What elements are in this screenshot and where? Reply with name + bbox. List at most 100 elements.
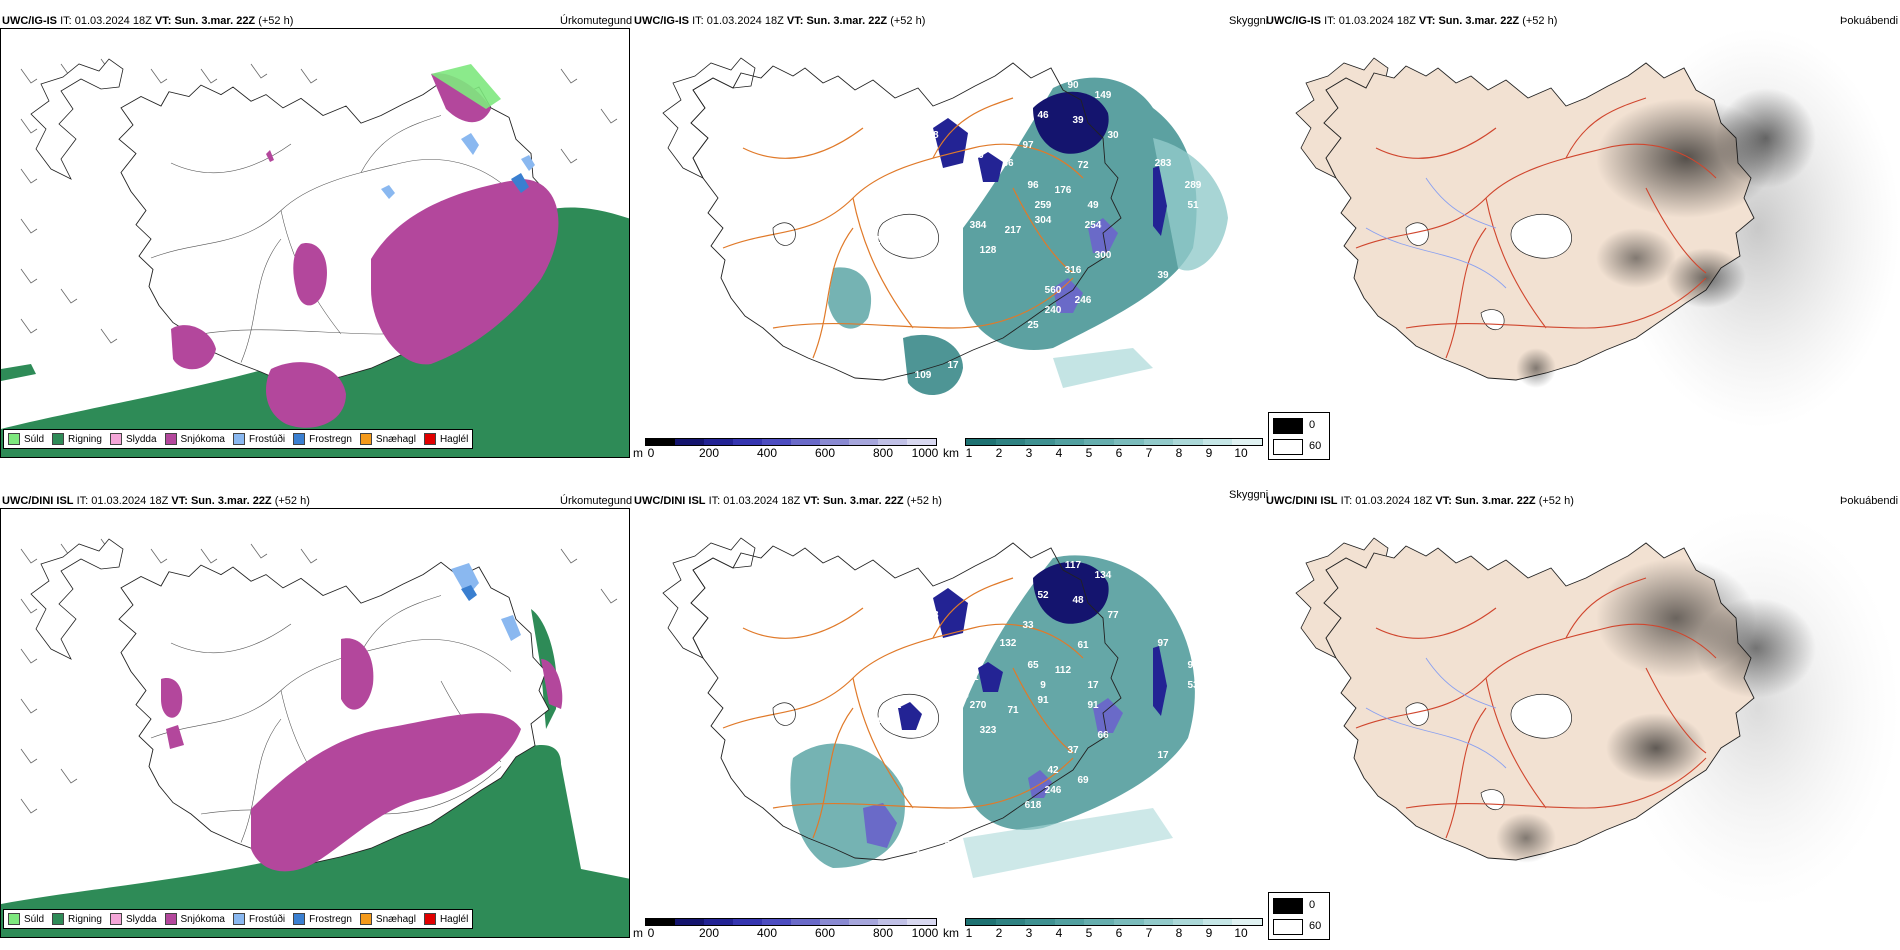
fog-scale-swatch [1273,919,1303,935]
fog-scale: 0 60 [1268,412,1330,460]
legend-swatch [8,913,20,925]
legend-label: Rigning [68,433,102,445]
visibility-value-label: 53 [1187,680,1199,691]
visibility-value-label: 96 [1027,180,1039,191]
scale-step [966,439,996,445]
scale-tick: 800 [872,446,894,460]
legend-label: Haglél [439,913,469,925]
scale-step [1054,439,1085,445]
legend-label: Snæhagl [375,913,416,925]
visibility-value-label: 49 [1087,200,1099,211]
scale-tick: 2 [995,446,1003,460]
visibility-value-label: 69 [1077,775,1089,786]
panel-header: UWC/DINI ISL IT: 01.03.2024 18Z VT: Sun.… [634,494,942,508]
legend-swatch [8,433,20,445]
precip-legend: Súld Rigning Slydda Snjókoma Frostúði Fr… [3,429,474,449]
legend-label: Súld [24,433,45,445]
visibility-value-label: 217 [1005,225,1022,236]
visibility-panel: UWC/DINI ISL IT: 01.03.2024 18Z VT: Sun.… [633,489,1323,940]
scale-step [995,919,1026,925]
visibility-value-label: 112 [875,235,892,246]
legend-label: Frostregn [309,433,352,445]
visibility-value-label: 254 [1085,220,1102,231]
legend-item: Rigning [52,433,102,445]
visibility-value-label: 240 [1045,305,1062,316]
lead-time: (+52 h) [258,15,294,27]
scale-step [1143,919,1174,925]
it-value: 01.03.2024 18Z [1355,495,1433,507]
visibility-value-label: 37 [1067,745,1079,756]
it-label: IT: [60,15,72,27]
model-name: UWC/IG-IS [1266,15,1321,27]
scale-step [791,439,820,445]
scale-tick: 5 [1085,446,1093,460]
precip-type-map: Súld Rigning Slydda Snjókoma Frostúði Fr… [0,28,630,458]
visibility-panel: UWC/IG-IS IT: 01.03.2024 18Z VT: Sun. 3.… [633,14,1323,460]
visibility-value-label: 108 [955,210,972,221]
scale-tick: 6 [1115,446,1123,460]
visibility-value-label: 228 [855,870,872,881]
visibility-value-label: 68 [927,130,939,141]
scale-tick: 0 [647,926,655,940]
scale-step [878,919,907,925]
it-label: IT: [76,495,89,507]
legend-label: Slydda [125,913,157,925]
visibility-value-label: 42 [1047,765,1059,776]
scale-step [1025,919,1055,925]
model-name: UWC/IG-IS [634,15,689,27]
visibility-value-label: 9 [1040,680,1046,691]
lead-time: (+52 h) [1538,495,1574,507]
scale-ticks-m: 0 200 400 600 800 1000 [633,926,943,940]
visibility-value-label: 52 [1037,590,1049,601]
fog-scale-label: 0 [1309,899,1316,911]
legend-label: Slydda [125,433,157,445]
model-name: UWC/DINI ISL [1266,495,1338,507]
visibility-value-label: 17 [947,360,959,371]
it-label: IT: [692,15,704,27]
visibility-value-label: 445 [915,850,932,861]
visibility-labels: 90 149 46 39 97 68 30 56 66 72 283 49 76 96 176 289 89 25… [875,80,1202,381]
fog-scale-swatch [1273,898,1303,914]
model-name: UWC/IG-IS [2,15,57,27]
precip-type-panel: UWC/IG-IS IT: 01.03.2024 18Z VT: Sun. 3.… [0,14,632,458]
visibility-scale-km: km 1 2 3 4 5 6 7 8 9 10 [943,436,1263,460]
precip-type-panel: UWC/DINI ISL IT: 01.03.2024 18Z VT: Sun.… [0,494,632,938]
scale-tick: 7 [1145,926,1153,940]
scale-tick: 2 [995,926,1003,940]
legend-label: Haglél [439,433,469,445]
visibility-value-label: 71 [1007,705,1019,716]
model-name: UWC/DINI ISL [2,495,74,507]
visibility-value-label: 48 [1072,595,1084,606]
scale-tick: 400 [756,446,778,460]
scale-bar-km [965,438,1263,446]
scale-step [849,919,878,925]
legend-item: Snæhagl [359,433,416,445]
visibility-value-label: 30 [1107,130,1119,141]
scale-tick: 9 [1205,446,1213,460]
scale-step [1143,439,1174,445]
visibility-map: 90 149 46 39 97 68 30 56 66 72 283 49 76 96 176 289 89 25… [662,57,1228,395]
lead-time: (+52 h) [906,495,942,507]
scale-tick: 1 [965,926,973,940]
legend-swatch [164,433,177,445]
fog-scale-label: 60 [1309,920,1322,932]
scale-tick: 1 [965,446,973,460]
scale-step [646,439,675,445]
visibility-value-label: 71 [967,672,979,683]
fog-scale-label: 0 [1309,419,1316,431]
scale-step [1084,439,1114,445]
scale-step [646,919,675,925]
scale-tick: 200 [698,446,720,460]
scale-tick: 0 [647,446,655,460]
scale-tick: 200 [698,926,720,940]
legend-swatch [232,433,245,445]
fog-indicator-panel: UWC/IG-IS IT: 01.03.2024 18Z VT: Sun. 3.… [1266,14,1900,454]
scale-step [704,439,733,445]
panel-title: Skyggni [1229,489,1269,501]
scale-step [1113,439,1144,445]
scale-tick: 10 [1234,926,1248,940]
fog-scale-label: 60 [1309,440,1322,452]
scale-tick: 9 [1205,926,1213,940]
visibility-value-label: 97 [1022,140,1034,151]
scale-step [878,439,907,445]
